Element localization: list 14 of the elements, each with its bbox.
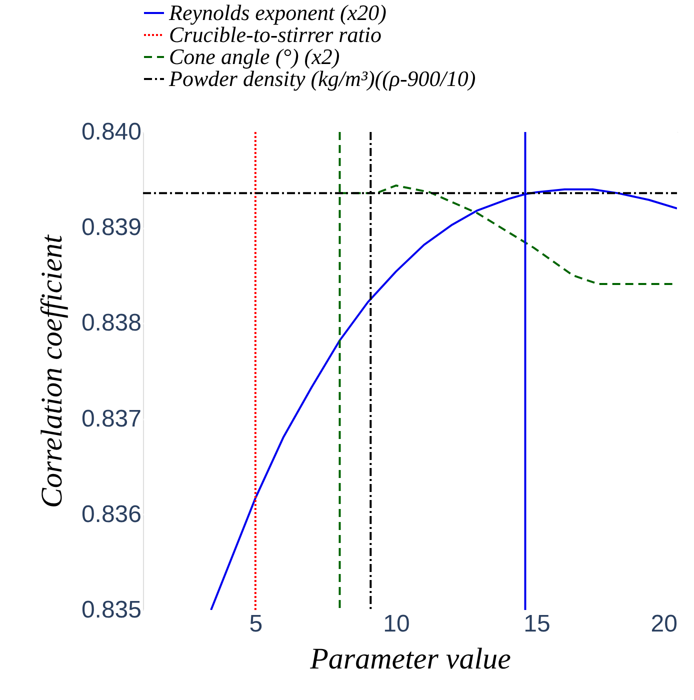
legend-label: Cone angle (°) (x2) [169, 44, 340, 69]
y-tick-label: 0.836 [81, 500, 142, 528]
y-tick-label: 0.839 [81, 214, 142, 242]
x-tick-label: 10 [383, 610, 410, 638]
x-tick-label: 15 [524, 610, 550, 638]
x-axis-title: Parameter value [309, 642, 511, 676]
x-tick-label: 20 [650, 610, 678, 638]
x-tick-label: 5 [249, 610, 263, 638]
y-tick-label: 0.840 [81, 118, 142, 146]
legend-label: Reynolds exponent (x20) [168, 0, 386, 25]
y-axis-title: Correlation coefficient [35, 234, 68, 508]
y-tick-label: 0.838 [81, 310, 142, 337]
y-tick-label: 0.837 [81, 405, 142, 432]
y-tick-label: 0.835 [81, 596, 142, 624]
